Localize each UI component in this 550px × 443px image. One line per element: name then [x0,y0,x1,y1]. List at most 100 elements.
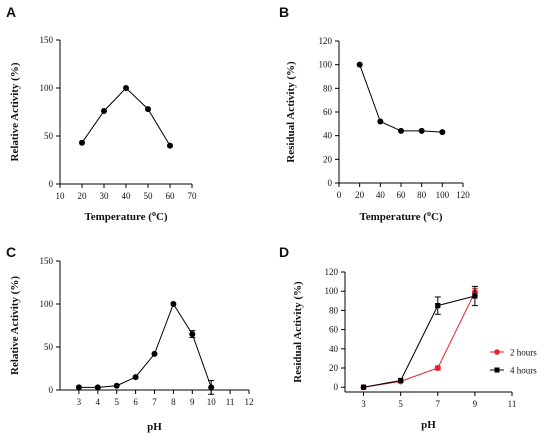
x-tick-label: 3 [361,399,366,409]
x-tick-label: 0 [337,190,342,200]
data-point [101,108,107,115]
y-tick-label: 20 [323,154,333,164]
legend-marker [494,349,500,355]
x-tick-label: 80 [417,190,427,200]
x-tick-label: 11 [226,397,235,407]
series-line [363,291,476,388]
data-point [208,384,215,391]
data-point [377,118,384,125]
panel-a: A 0 50 100 150 10 20 30 40 50 60 70 Temperature (oC)… [6,4,197,223]
x-tick-label: 60 [397,190,407,200]
y-tick-label: 150 [40,256,54,266]
y-tick-label: 0 [328,178,333,188]
y-tick-label: 0 [49,385,54,395]
x-tick-label: 60 [166,191,176,201]
panel-letter: B [279,4,289,20]
y-tick-label: 150 [40,35,54,45]
x-tick-label: 20 [355,190,365,200]
y-tick-label: 120 [319,36,333,46]
y-tick-label: 50 [44,342,54,352]
data-point [123,85,129,91]
panel-d: D 0 20 40 60 80 100 120 3 5 7 9 11 pH Residual Activit… [279,244,537,431]
data-point [170,301,177,307]
panel-b: B 0 20 40 60 80 100 120 0 20 40 60 80 100 120 Temperatu… [279,4,470,223]
y-tick-label: 100 [40,299,54,309]
data-point [151,350,158,357]
y-tick-label: 100 [325,286,339,296]
x-tick-label: 70 [188,191,198,201]
data-point [435,303,441,309]
data-point [79,139,85,146]
series-line [81,87,171,146]
data-point [356,61,363,68]
y-tick-label: 60 [329,325,339,335]
x-tick-label: 7 [152,397,157,407]
y-axis-title: Relative Activity (%) [9,62,21,161]
data-point [94,384,101,391]
y-tick-label: 40 [323,131,333,141]
y-tick-label: 0 [49,179,54,189]
x-tick-label: 4 [96,397,101,407]
x-axis-title: Temperature (oC) [84,209,167,223]
y-tick-label: 20 [329,363,339,373]
x-tick-label: 120 [456,190,470,200]
x-tick-label: 9 [473,399,478,409]
panel-letter: D [279,244,289,260]
data-point [167,142,173,149]
data-point [145,106,151,113]
legend-label: 2 hours [510,348,537,358]
data-point [472,293,478,299]
data-point [189,331,196,338]
data-point [132,374,139,381]
y-tick-label: 120 [325,267,339,277]
y-tick-label: 80 [329,305,339,315]
x-tick-label: 30 [100,191,110,201]
x-tick-label: 5 [398,399,403,409]
y-tick-label: 60 [323,107,333,117]
series-line [363,295,476,388]
x-axis-title: pH [421,419,436,431]
legend-label: 4 hours [510,366,537,376]
x-tick-label: 7 [436,399,441,409]
legend-marker [494,367,500,373]
y-tick-label: 100 [319,60,333,70]
panel-letter: A [6,4,16,20]
x-tick-label: 100 [436,190,450,200]
y-axis-title: Residual Activity (%) [285,61,297,163]
x-tick-label: 40 [122,191,132,201]
y-tick-label: 100 [40,83,54,93]
data-point [434,365,441,371]
data-point [418,127,425,134]
data-point [398,377,404,384]
data-point [360,384,367,390]
x-axis-title: Temperature (oC) [359,209,442,223]
y-tick-label: 50 [44,131,54,141]
series-line [78,302,212,388]
x-tick-label: 5 [114,397,119,407]
x-tick-label: 50 [144,191,154,201]
x-tick-label: 20 [78,191,88,201]
data-point [439,129,446,136]
data-point [113,382,120,389]
data-point [398,127,404,134]
y-tick-label: 0 [334,382,339,392]
x-tick-label: 9 [190,397,195,407]
panel-c: C 0 50 100 150 3 4 5 6 7 8 9 10 11 12 pH Relative Activi… [6,244,254,433]
x-tick-label: 3 [77,397,82,407]
y-tick-label: 40 [329,344,339,354]
x-tick-label: 12 [245,397,254,407]
x-axis-title: pH [147,421,162,433]
x-tick-label: 6 [133,397,138,407]
x-tick-label: 10 [207,397,217,407]
y-axis-title: Relative Activity (%) [9,276,21,375]
data-point [75,384,82,391]
panel-letter: C [6,244,16,260]
y-tick-label: 80 [323,83,333,93]
series-line [359,64,443,133]
y-axis-title: Residual Activity (%) [292,281,304,383]
x-tick-label: 11 [508,399,517,409]
x-tick-label: 8 [171,397,176,407]
x-tick-label: 40 [376,190,386,200]
x-tick-label: 10 [56,191,66,201]
